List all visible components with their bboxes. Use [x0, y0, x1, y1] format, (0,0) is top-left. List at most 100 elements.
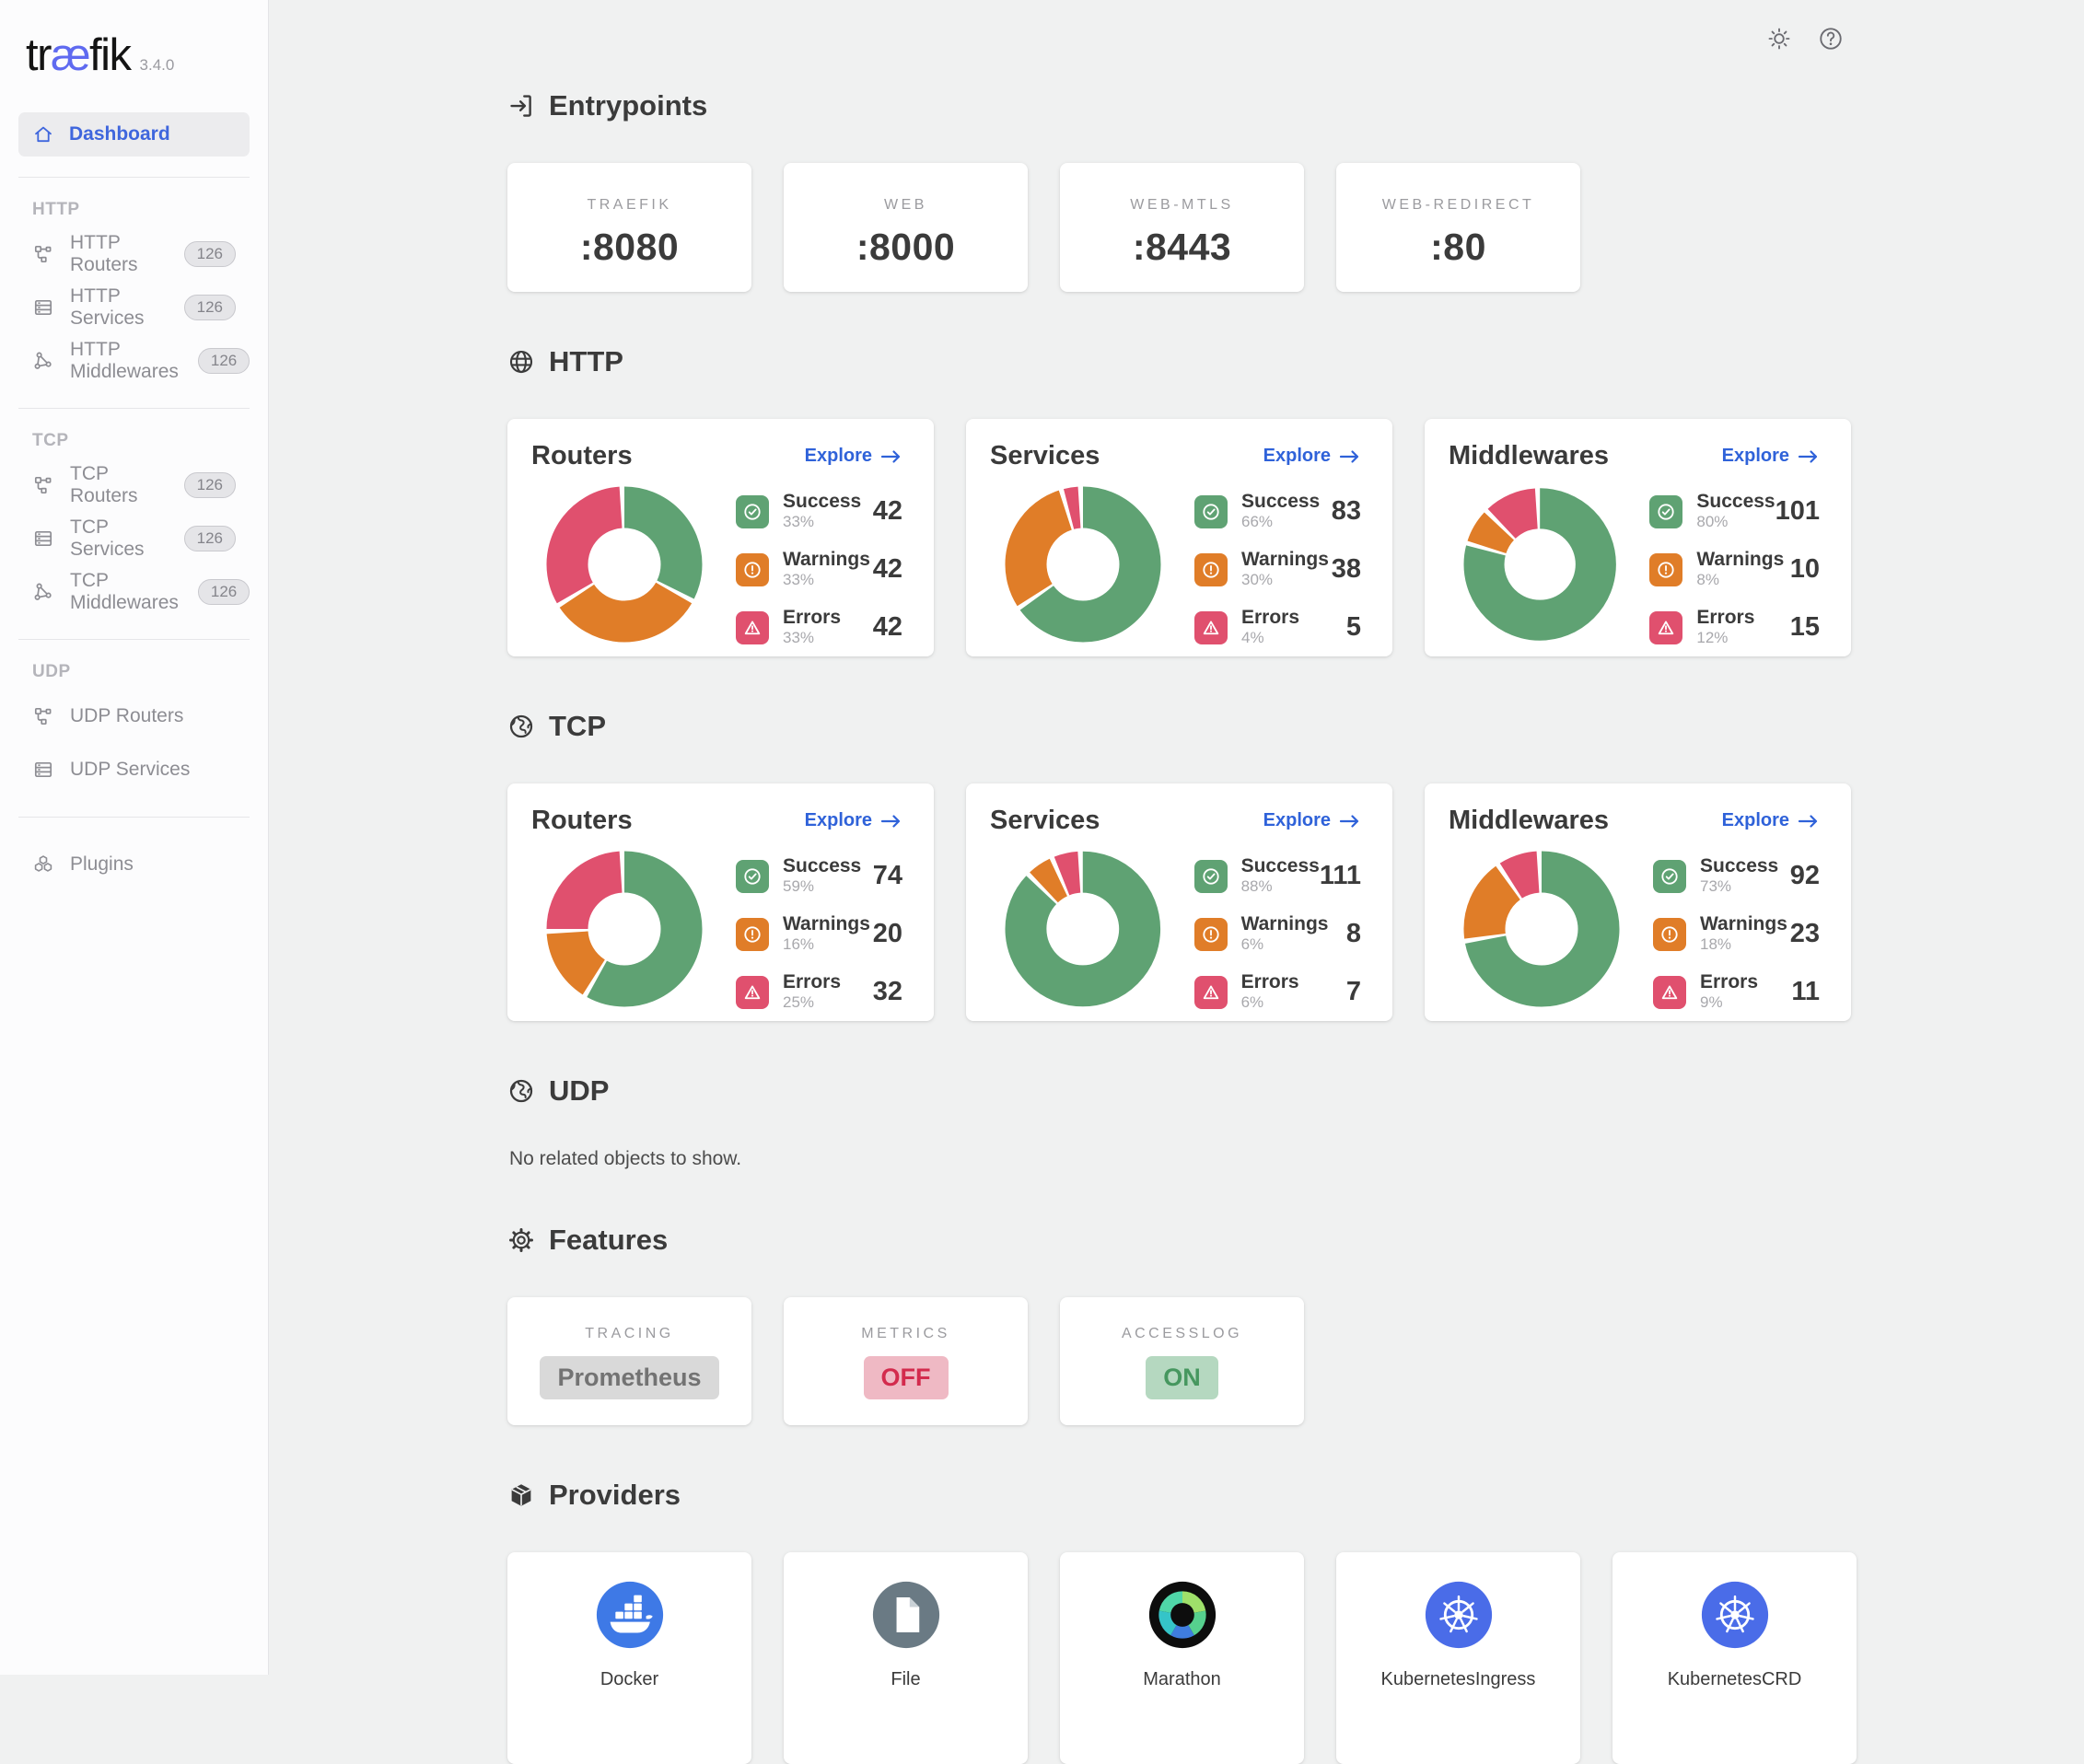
legend-text: Success 80%: [1696, 491, 1775, 531]
legend-percent: 6%: [1240, 993, 1264, 1012]
sidebar-item-http-services[interactable]: HTTP Services 126: [18, 281, 250, 334]
legend-label: Warnings: [1241, 549, 1329, 571]
sidebar-item-dashboard[interactable]: Dashboard: [18, 112, 250, 157]
status-card-body: Success 33% 42 Warnings 33% 42: [531, 486, 902, 647]
warning-icon: [1193, 917, 1228, 951]
legend-percent: 73%: [1700, 877, 1732, 896]
status-card-body: Success 80% 101 Warnings 8% 10: [1449, 486, 1820, 647]
card-title: Services: [990, 441, 1100, 470]
status-card-header: Middlewares Explore: [1449, 441, 1820, 471]
provider-card: KubernetesCRD: [1612, 1552, 1857, 1764]
legend-percent: 80%: [1696, 513, 1729, 531]
sidebar-section-udp: UDP: [32, 662, 71, 681]
section-title: HTTP: [549, 345, 623, 377]
provider-card: Marathon: [1060, 1552, 1304, 1764]
explore-link[interactable]: Explore: [1263, 446, 1361, 467]
sidebar-item-tcp-services[interactable]: TCP Services 126: [18, 512, 250, 565]
sidebar-item-http-middlewares[interactable]: HTTP Middlewares 126: [18, 334, 250, 388]
sidebar-item-tcp-routers[interactable]: TCP Routers 126: [18, 458, 250, 512]
udp-empty-message: No related objects to show.: [509, 1148, 742, 1169]
status-legend: Success 73% 92 Warnings 18% 23: [1653, 855, 1820, 1012]
status-card-header: Services Explore: [990, 441, 1361, 471]
section-title: Providers: [549, 1479, 681, 1511]
explore-link[interactable]: Explore: [1722, 810, 1820, 831]
section-title: Entrypoints: [549, 89, 708, 122]
divider: [18, 817, 250, 818]
legend-text: Errors 33%: [783, 608, 841, 647]
card-title: Middlewares: [1449, 806, 1610, 835]
http-cards-grid: Routers Explore Success: [507, 419, 2047, 656]
divider: [18, 639, 250, 640]
services-icon: [32, 528, 54, 550]
provider-card: File: [784, 1552, 1028, 1764]
tcp-cards-grid: Routers Explore Success: [507, 783, 2047, 1021]
legend-label: Errors: [783, 607, 842, 629]
sidebar-item-udp-routers[interactable]: UDP Routers: [18, 690, 250, 743]
services-icon: [32, 759, 54, 781]
provider-name: Docker: [600, 1669, 659, 1689]
warning-icon: [1194, 552, 1228, 586]
status-card-body: Success 88% 111 Warnings 6% 8: [990, 851, 1361, 1012]
provider-name: KubernetesIngress: [1380, 1669, 1536, 1689]
legend-text: Success 73%: [1700, 855, 1779, 896]
count-badge: 126: [183, 471, 236, 499]
divider: [18, 177, 250, 178]
status-card-body: Success 73% 92 Warnings 18% 23: [1449, 851, 1820, 1012]
sidebar-item-http-routers[interactable]: HTTP Routers 126: [18, 227, 250, 281]
legend-value: 101: [1775, 496, 1820, 527]
legend-label: Success: [1700, 855, 1779, 876]
legend-value: 8: [1345, 919, 1361, 949]
status-card-body: Success 66% 83 Warnings 30% 38: [990, 486, 1361, 647]
providers-grid: Docker File Marathon KubernetesIngress K…: [507, 1552, 2047, 1764]
entrypoint-card: WEB-MTLS :8443: [1060, 163, 1304, 292]
legend-row-success: Success 88% 111: [1193, 855, 1361, 896]
legend-row-errors: Errors 6% 7: [1193, 972, 1361, 1012]
sidebar-item-tcp-middlewares[interactable]: TCP Middlewares 126: [18, 565, 250, 619]
explore-link[interactable]: Explore: [805, 446, 902, 467]
legend-percent: 9%: [1700, 993, 1723, 1012]
warning-icon: [1649, 552, 1683, 586]
legend-row-success: Success 66% 83: [1194, 491, 1361, 531]
package-icon: [511, 1484, 531, 1506]
feature-card: METRICS OFF: [784, 1297, 1028, 1425]
sidebar-section-http: HTTP: [32, 200, 80, 219]
legend-label: Warnings: [783, 549, 870, 571]
legend-value: 32: [872, 977, 902, 1007]
globe-earth-icon: [509, 714, 533, 738]
legend-text: Errors 6%: [1241, 972, 1299, 1012]
legend-percent: 59%: [783, 877, 815, 896]
sidebar-item-label: TCP Routers: [70, 463, 138, 506]
sidebar-section-tcp: TCP: [32, 431, 69, 450]
help-button[interactable]: [1818, 26, 1844, 52]
routers-icon: [32, 243, 54, 265]
theme-toggle-button[interactable]: [1766, 26, 1792, 52]
gear-icon: [509, 1228, 533, 1252]
legend-percent: 33%: [783, 513, 815, 531]
sidebar-item-plugins[interactable]: Plugins: [18, 838, 250, 891]
legend-text: Errors 12%: [1696, 608, 1754, 647]
explore-link[interactable]: Explore: [1722, 446, 1820, 467]
status-card-body: Success 59% 74 Warnings 16% 20: [531, 851, 902, 1012]
card-title: Routers: [531, 441, 633, 470]
entrypoint-port: :80: [1430, 226, 1486, 268]
legend-value: 42: [872, 612, 902, 643]
legend-label: Success: [1240, 855, 1320, 876]
explore-link[interactable]: Explore: [805, 810, 902, 831]
error-icon: [1194, 610, 1228, 644]
kubernetes-icon: [1424, 1580, 1494, 1650]
explore-link[interactable]: Explore: [1263, 810, 1361, 831]
card-title: Services: [990, 806, 1100, 835]
entrypoint-name: WEB-REDIRECT: [1381, 197, 1535, 213]
error-icon: [736, 975, 769, 1009]
legend-label: Success: [1241, 491, 1321, 512]
sidebar-item-udp-services[interactable]: UDP Services: [18, 743, 250, 796]
entrypoints-grid: TRAEFIK :8080 WEB :8000 WEB-MTLS :8443 W…: [507, 163, 2047, 292]
explore-label: Explore: [1721, 810, 1789, 830]
topbar: [1766, 26, 1844, 52]
legend-percent: 4%: [1241, 629, 1264, 647]
status-legend: Success 66% 83 Warnings 30% 38: [1194, 491, 1361, 647]
legend-label: Success: [1696, 491, 1775, 512]
legend-text: Warnings 8%: [1696, 549, 1784, 589]
error-icon: [1193, 975, 1228, 1009]
dashboard-main: Entrypoints TRAEFIK :8080 WEB :8000 WEB-…: [269, 0, 2084, 1764]
